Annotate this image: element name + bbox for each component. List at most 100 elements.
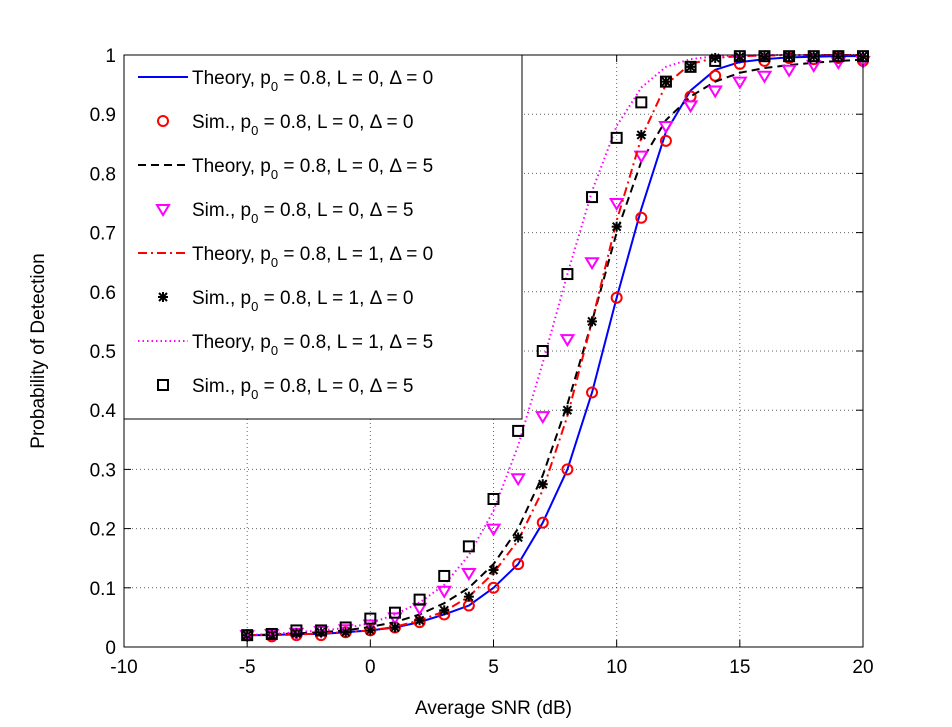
asterisk-stroke [538, 479, 548, 489]
data-point [610, 131, 623, 144]
data-point [635, 211, 648, 224]
data-point [610, 291, 623, 304]
data-point [784, 51, 795, 62]
data-point [463, 591, 474, 602]
asterisk-stroke [390, 622, 400, 633]
x-tick-label: 15 [729, 657, 750, 678]
series-8 [241, 50, 869, 642]
legend-swatch [157, 115, 169, 127]
data-point [710, 52, 721, 63]
y-tick-label: 0 [105, 638, 116, 659]
legend-item: Sim., p0 = 0.8, L = 0, Δ = 0 [157, 112, 414, 138]
data-point [414, 615, 425, 626]
data-point [682, 100, 699, 114]
y-tick-label: 0.8 [90, 164, 116, 185]
data-point [389, 622, 400, 633]
data-point [659, 134, 672, 147]
data-point [266, 630, 277, 641]
legend-item: Sim., p0 = 0.8, L = 0, Δ = 5 [157, 376, 414, 402]
y-tick-label: 1 [105, 46, 116, 67]
data-point [756, 70, 773, 84]
asterisk-stroke [365, 625, 376, 636]
legend-item: Theory, p0 = 0.8, L = 0, Δ = 5 [138, 156, 433, 182]
asterisk-stroke [611, 221, 622, 232]
data-point [633, 150, 650, 164]
data-point [512, 558, 525, 571]
asterisk-stroke [488, 565, 499, 575]
asterisk-stroke [685, 62, 696, 72]
y-tick-label: 0.4 [90, 401, 117, 422]
data-point [512, 424, 525, 437]
asterisk-stroke [636, 130, 647, 140]
y-tick-label: 0.9 [90, 105, 116, 126]
legend-item: Theory, p0 = 0.8, L = 1, Δ = 0 [138, 244, 433, 270]
x-tick-label: 10 [606, 657, 627, 678]
data-point [684, 60, 697, 73]
data-point [783, 50, 796, 63]
legend-item: Theory, p0 = 0.8, L = 1, Δ = 5 [138, 332, 433, 358]
data-point [833, 51, 844, 62]
legend-item: Theory, p0 = 0.8, L = 0, Δ = 0 [138, 68, 433, 94]
asterisk-stroke [759, 51, 770, 61]
data-point [732, 76, 748, 90]
legend-label: Theory, p0 = 0.8, L = 1, Δ = 5 [192, 332, 433, 358]
y-tick-label: 0.1 [90, 579, 116, 600]
data-point [436, 585, 452, 599]
asterisk-stroke [267, 630, 277, 640]
series-layer [239, 50, 871, 644]
legend-item: Sim., p0 = 0.8, L = 1, Δ = 0 [158, 288, 414, 314]
data-point [758, 50, 771, 63]
data-point [561, 268, 574, 281]
data-point [562, 405, 573, 416]
data-point [487, 581, 500, 594]
legend-label: Sim., p0 = 0.8, L = 1, Δ = 0 [192, 288, 414, 314]
legend: Theory, p0 = 0.8, L = 0, Δ = 0 Sim., p0 =… [123, 54, 523, 420]
legend-label: Sim., p0 = 0.8, L = 0, Δ = 5 [192, 376, 414, 402]
legend-label: Theory, p0 = 0.8, L = 0, Δ = 5 [192, 156, 433, 182]
data-point [438, 569, 451, 582]
series-3 [247, 58, 864, 637]
data-point [461, 568, 477, 581]
data-point [339, 621, 352, 634]
x-tick-label: 0 [365, 657, 376, 678]
x-tick-label: -5 [239, 657, 256, 678]
data-point [636, 129, 647, 140]
series-6 [242, 51, 868, 641]
legend-label: Theory, p0 = 0.8, L = 0, Δ = 0 [192, 68, 433, 94]
data-point [608, 198, 625, 211]
data-point [536, 516, 549, 529]
y-tick-label: 0.2 [90, 520, 116, 541]
data-point [462, 540, 475, 553]
legend-box [123, 54, 523, 420]
legend-label: Sim., p0 = 0.8, L = 0, Δ = 5 [192, 200, 414, 226]
asterisk-stroke [587, 316, 597, 327]
legend-label: Theory, p0 = 0.8, L = 1, Δ = 0 [192, 244, 433, 270]
asterisk-stroke [833, 51, 844, 61]
data-point [561, 463, 574, 476]
data-point [439, 605, 450, 616]
axis-ticks: -10 -5 0 5 10 15 20 0 0.1 0.2 0.3 0.4 0.5 0.6 0.7 0.8 0.… [90, 46, 874, 678]
legend-item: Sim., p0 = 0.8, L = 0, Δ = 5 [155, 200, 414, 226]
series-line [247, 58, 864, 637]
x-tick-label: -10 [110, 657, 137, 678]
data-point [315, 624, 328, 637]
data-point [659, 75, 672, 88]
data-point [635, 96, 648, 109]
data-point [807, 50, 820, 63]
data-point [365, 625, 376, 636]
data-point [584, 257, 600, 271]
data-point [488, 565, 499, 576]
data-point [290, 624, 303, 637]
y-tick-label: 0.5 [90, 342, 116, 363]
data-point [362, 619, 379, 633]
legend-swatch [158, 292, 168, 302]
asterisk-stroke [414, 615, 425, 626]
y-tick-label: 0.3 [90, 460, 116, 481]
data-point [685, 61, 696, 72]
data-point [586, 191, 599, 204]
asterisk-stroke [513, 532, 523, 543]
x-tick-label: 5 [488, 657, 499, 678]
data-point [707, 85, 723, 99]
y-axis-label: Probability of Detection [28, 253, 49, 448]
